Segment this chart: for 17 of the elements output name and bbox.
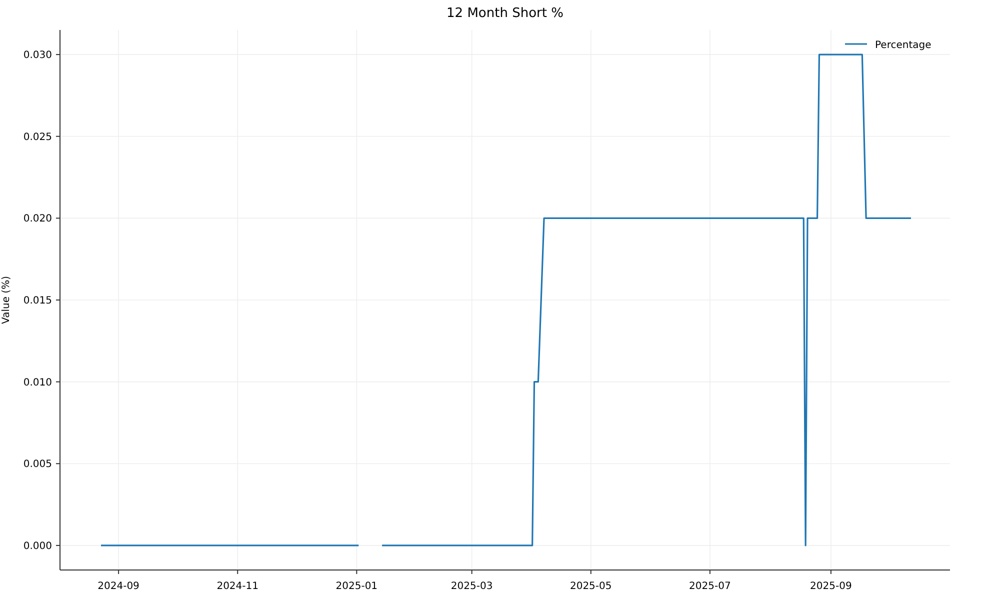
legend-label: Percentage	[875, 40, 932, 51]
chart-title: 12 Month Short %	[446, 6, 564, 21]
x-tick-label: 2025-01	[336, 581, 378, 592]
x-tick-label: 2025-05	[570, 581, 612, 592]
y-tick-label: 0.030	[23, 50, 52, 62]
x-tick-label: 2025-03	[450, 581, 493, 592]
y-axis-title: Value (%)	[1, 276, 12, 324]
x-tick-label: 2024-09	[98, 581, 140, 592]
y-tick-label: 0.020	[23, 214, 52, 225]
x-tick-label: 2024-11	[216, 581, 259, 592]
y-tick-label: 0.005	[23, 459, 52, 470]
x-tick-label: 2025-09	[810, 581, 852, 592]
y-tick-label: 0.015	[23, 296, 52, 306]
y-tick-label: 0.010	[23, 377, 52, 388]
y-tick-label: 0.000	[23, 540, 52, 552]
x-tick-label: 2025-07	[689, 581, 731, 592]
y-tick-label: 0.025	[23, 132, 52, 143]
